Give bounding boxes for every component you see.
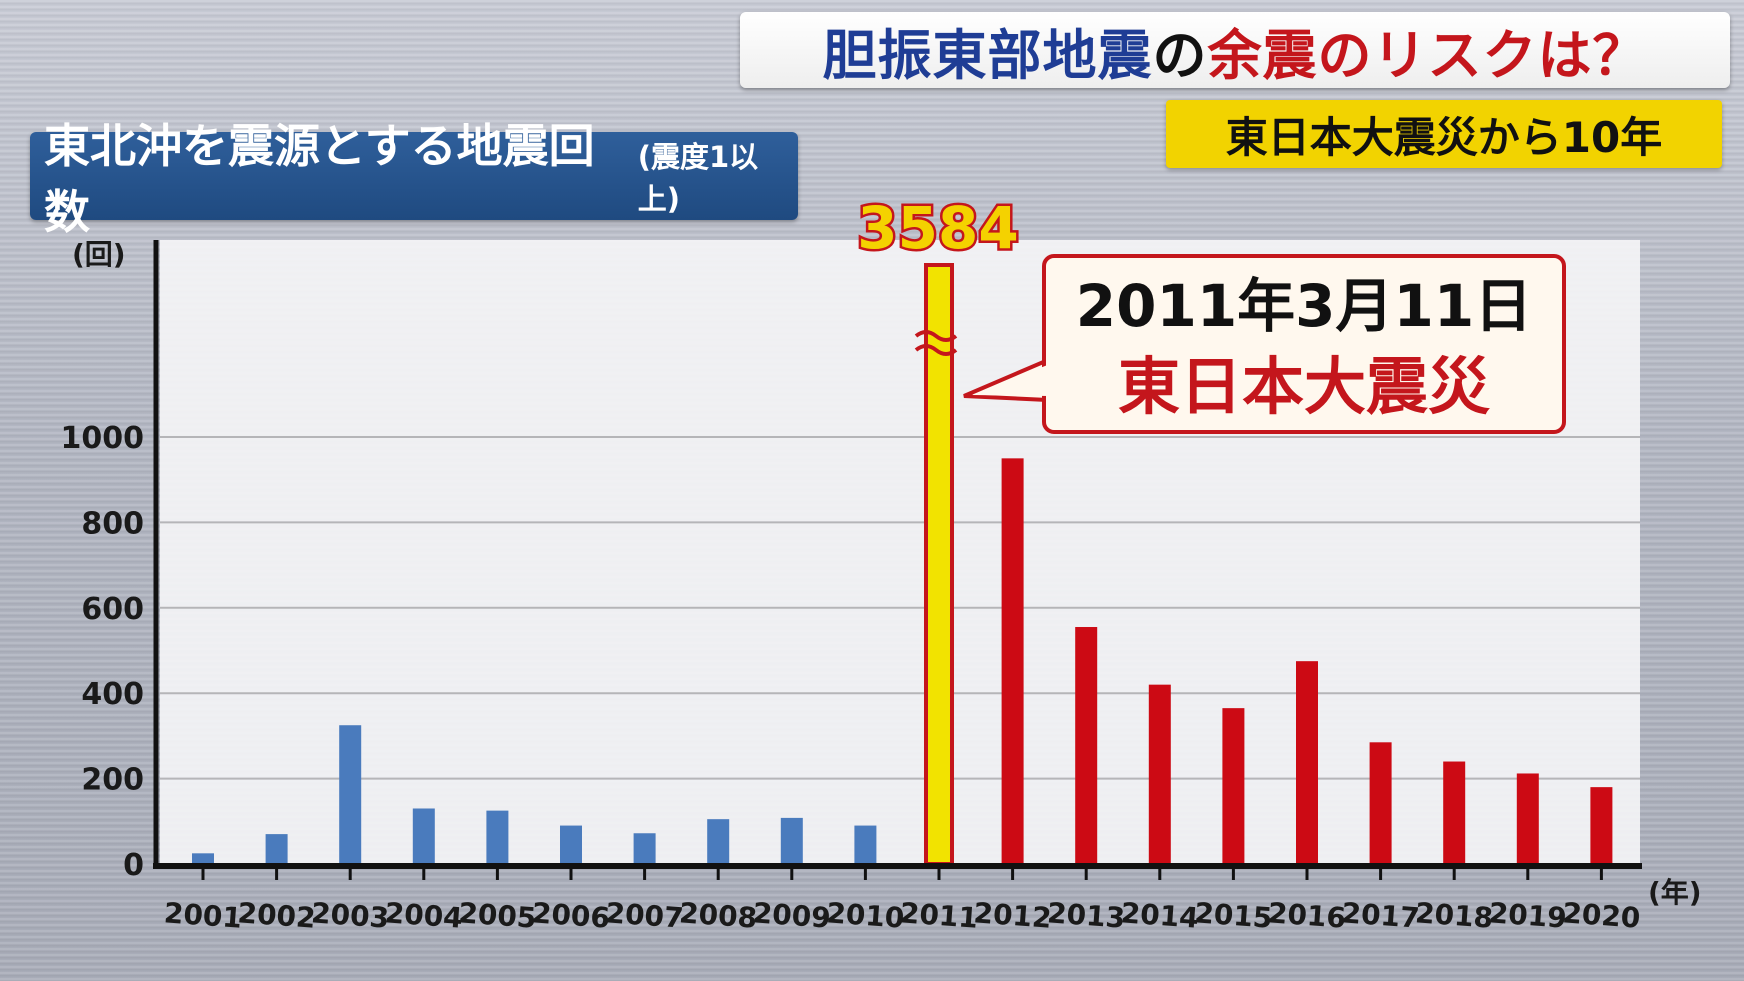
axis-break-symbol — [914, 330, 958, 356]
bar-2016 — [1296, 661, 1318, 864]
bar-2010 — [854, 825, 877, 864]
callout-date: 2011年3月11日 — [1076, 272, 1533, 340]
headline-part3: 余震 — [1207, 23, 1318, 87]
chart-title-box: 東北沖を震源とする地震回数 (震度1以上) — [30, 119, 798, 239]
bar-2020 — [1590, 787, 1613, 864]
headline-banner: 胆振東部地震の余震 のリスクは？ — [740, 12, 1730, 88]
x-tick-label: 2004 — [384, 896, 464, 934]
bar-2007 — [633, 833, 656, 864]
headline-part2: の — [1152, 23, 1208, 87]
x-tick-label: 2003 — [310, 896, 390, 934]
bar-2015 — [1222, 708, 1245, 864]
bar-2018 — [1443, 761, 1466, 864]
x-tick-label: 2010 — [825, 896, 905, 934]
x-tick-label: 2008 — [678, 896, 758, 934]
bar-2001 — [192, 853, 214, 864]
y-axis-unit: (回) — [72, 238, 126, 271]
subheadline-banner: 東日本大震災から10年 — [1166, 100, 1722, 168]
bar-2006 — [560, 825, 582, 864]
x-tick-label: 2005 — [457, 896, 537, 934]
x-tick-label: 2017 — [1341, 896, 1421, 934]
y-tick-label: 600 — [81, 592, 144, 627]
x-tick-label: 2013 — [1046, 896, 1126, 934]
bar-2013 — [1075, 627, 1098, 864]
x-axis-unit: (年) — [1648, 876, 1702, 909]
bar-2005 — [486, 810, 509, 864]
x-tick-label: 2011 — [899, 896, 979, 934]
x-tick-label: 2019 — [1488, 896, 1568, 934]
x-tick-label: 2006 — [531, 896, 611, 934]
y-tick-label: 800 — [81, 506, 144, 541]
peak-value-label: 3584 — [857, 194, 1018, 262]
bar-2019 — [1516, 773, 1539, 864]
bar-2008 — [707, 819, 730, 864]
x-tick-label: 2012 — [973, 896, 1053, 934]
bar-2014 — [1148, 684, 1171, 864]
y-tick-labels: 0 200 400 600 800 1000 — [61, 421, 145, 883]
chart-title: 東北沖を震源とする地震回数 — [44, 119, 595, 239]
x-tick-label: 2007 — [605, 896, 685, 934]
x-tick-label: 2009 — [752, 896, 832, 934]
headline-part1: 胆振東部地震 — [822, 23, 1153, 87]
bar-2017 — [1369, 742, 1392, 864]
bar-2011 — [924, 263, 954, 866]
x-tick-label: 2001 — [163, 896, 243, 934]
x-tick-label: 2014 — [1120, 896, 1200, 934]
x-tick-label: 2016 — [1267, 896, 1347, 934]
headline-part4: のリスクは？ — [1317, 23, 1648, 87]
chart-title-note: (震度1以上) — [637, 140, 759, 216]
callout-box: 2011年3月11日 東日本大震災 — [963, 254, 1566, 434]
callout-event: 東日本大震災 — [1118, 350, 1490, 423]
y-tick-label: 200 — [81, 763, 144, 798]
bar-2004 — [412, 808, 435, 864]
x-tick-label: 2015 — [1193, 896, 1273, 934]
gridlines — [160, 436, 1640, 780]
y-tick-label: 400 — [81, 677, 144, 712]
y-tick-label: 0 — [123, 848, 144, 883]
x-tick-label: 2018 — [1414, 896, 1494, 934]
bar-2012 — [1001, 458, 1024, 864]
bar-2003 — [339, 725, 362, 864]
bars — [192, 263, 1613, 866]
x-tick-label: 2020 — [1561, 896, 1641, 934]
bar-2009 — [780, 817, 803, 864]
x-tick-label: 2002 — [237, 896, 317, 934]
y-tick-label: 1000 — [61, 421, 145, 456]
bar-2002 — [265, 834, 288, 864]
x-tick-labels: 2001200220032004200520062007200820092010… — [163, 866, 1641, 935]
